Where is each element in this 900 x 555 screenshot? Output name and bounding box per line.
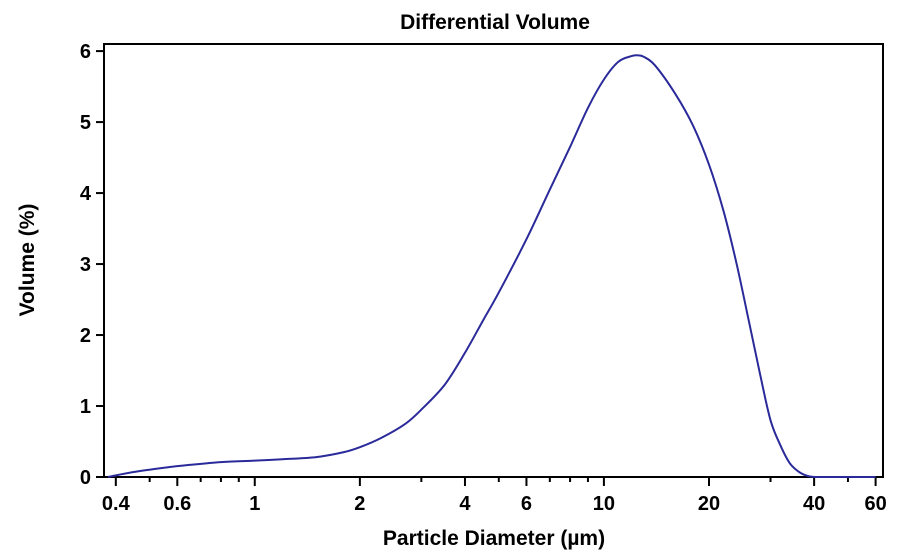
x-tick-label: 40 (803, 493, 825, 515)
x-tick-label: 10 (593, 493, 615, 515)
y-tick-label: 1 (80, 396, 91, 418)
x-tick-label: 6 (521, 493, 532, 515)
y-tick-label: 3 (80, 254, 91, 276)
y-tick-label: 2 (80, 325, 91, 347)
y-tick-label: 0 (80, 467, 91, 489)
x-tick-label: 60 (864, 493, 886, 515)
y-tick-label: 4 (80, 183, 92, 205)
x-tick-label: 2 (354, 493, 365, 515)
x-tick-label: 4 (459, 493, 471, 515)
x-tick-label: 20 (698, 493, 720, 515)
x-axis-label: Particle Diameter (µm) (383, 527, 605, 550)
y-tick-label: 6 (80, 41, 91, 63)
chart-title: Differential Volume (400, 11, 590, 34)
plot-frame (103, 43, 884, 478)
y-tick-label: 5 (80, 112, 91, 134)
volume-curve (107, 54, 876, 479)
x-tick-label: 1 (249, 493, 260, 515)
x-axis: 0.4 0.6 1 2 4 6 10 20 40 60 (102, 477, 887, 515)
y-axis: 0 1 2 3 4 5 6 (80, 41, 104, 489)
x-tick-label: 0.4 (102, 493, 131, 515)
y-axis-label: Volume (%) (16, 204, 39, 317)
x-tick-label: 0.6 (163, 493, 191, 515)
